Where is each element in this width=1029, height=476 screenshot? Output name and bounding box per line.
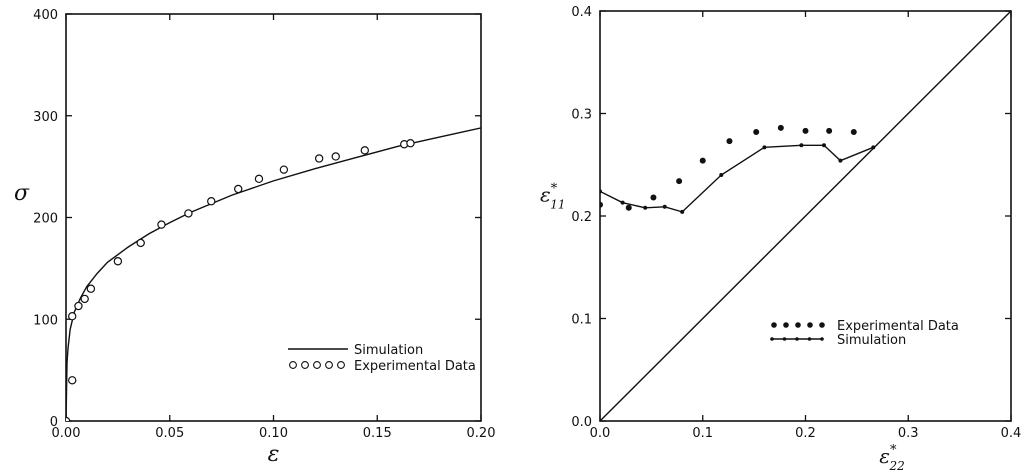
y-tick-label: 0.4 [571, 5, 592, 20]
experimental-data-point [279, 165, 289, 174]
experimental-data-point [68, 311, 77, 321]
y-tick-label: 300 [33, 110, 58, 125]
series-layer [600, 11, 1011, 421]
x-tick-label: 0.05 [155, 426, 184, 441]
experimental-data-point [360, 146, 369, 155]
simulation-point [838, 158, 843, 163]
legend-marker-sample [819, 322, 825, 328]
experimental-data-point [777, 124, 784, 131]
experimental-data-point [699, 157, 706, 164]
x-tick-label: 0.1 [692, 426, 713, 441]
experimental-data-point [802, 127, 809, 134]
simulation-point [680, 209, 685, 214]
legend-marker-sample [807, 337, 812, 341]
x-tick-label: 0.0 [590, 426, 611, 441]
y-tick-label: 0.2 [571, 210, 592, 225]
legend-marker-sample [782, 337, 787, 341]
simulation-line [600, 144, 874, 213]
x-tick-label: 0.4 [1001, 426, 1022, 441]
experimental-data-point [600, 201, 603, 208]
x-tick-label: 0.15 [363, 426, 392, 441]
legend-marker-sample [301, 361, 309, 369]
simulation-point [821, 143, 826, 148]
experimental-data-point [826, 127, 833, 134]
experimental-data-point [74, 301, 83, 311]
experimental-data-point [234, 184, 243, 194]
y-tick-label: 0.3 [571, 108, 592, 123]
experimental-data-point [157, 220, 166, 229]
y-tick-label: 100 [33, 313, 58, 328]
y-axis-label: ε* 11 [540, 182, 566, 212]
y-tick-label: 0.1 [571, 313, 592, 328]
legend-marker-sample [795, 322, 801, 328]
simulation-point [620, 200, 625, 205]
legend-marker-sample [807, 322, 813, 328]
simulation-point [719, 173, 724, 177]
x-axis-label: ε [268, 442, 280, 467]
experimental-data-point [850, 128, 857, 135]
experimental-data-point [406, 139, 415, 148]
legend-marker-sample [313, 361, 321, 369]
legend-label: Simulation [837, 333, 906, 348]
legend-marker-sample [771, 322, 777, 328]
legend-marker-sample [783, 322, 789, 328]
simulation-point [662, 204, 667, 209]
simulation-point [600, 189, 602, 194]
experimental-data-point [66, 416, 71, 421]
experimental-data-point [314, 154, 324, 163]
experimental-data-point [136, 238, 145, 248]
experimental-data-point [676, 178, 683, 185]
x-tick-label: 0.2 [795, 426, 816, 441]
experimental-data-point [68, 376, 77, 385]
legend-marker-sample [337, 361, 345, 369]
legend-marker-sample [795, 337, 799, 341]
experimental-data-point [254, 174, 264, 184]
y-axis-label: σ [14, 181, 30, 206]
x-tick-label: 0.00 [52, 426, 81, 441]
y-tick-label: 0.0 [571, 415, 592, 430]
experimental-data-point [753, 128, 760, 135]
experimental-data-point [184, 209, 193, 218]
series-layer [66, 127, 481, 421]
experimental-data-point [113, 257, 123, 266]
strain-ratio-chart: 0.0 0.1 0.2 0.3 0.4 0.0 0.1 0.2 0.3 0.4 ε* 22 ε* 11 Ex… [540, 5, 1021, 473]
simulation-point [762, 145, 767, 150]
legend-marker-sample [289, 361, 297, 369]
simulation-line [66, 127, 481, 421]
legend-label: Experimental Data [837, 319, 959, 334]
legend-label: Experimental Data [354, 359, 476, 374]
y-tick-label: 400 [33, 8, 58, 23]
legend-label: Simulation [354, 343, 423, 358]
stress-strain-chart: 0.00 0.05 0.10 0.15 0.20 0 100 200 300 400 ε σ Simul… [14, 8, 495, 467]
y-tick-label: 200 [33, 212, 58, 227]
experimental-data-point [207, 197, 216, 206]
experimental-data-point [625, 204, 632, 211]
legend-marker-sample [820, 337, 824, 341]
x-tick-label: 0.3 [898, 426, 919, 441]
experimental-data-point [331, 152, 340, 161]
reference-line-line [600, 11, 1011, 421]
x-axis-label: ε* 22 [879, 443, 905, 473]
experimental-data-point [650, 194, 657, 201]
simulation-point [643, 205, 648, 210]
experimental-data-point [80, 294, 89, 304]
y-tick-label: 0 [50, 415, 58, 430]
simulation-point [799, 143, 804, 148]
x-tick-label: 0.10 [259, 426, 288, 441]
experimental-data-point [726, 138, 733, 145]
experimental-data-point [86, 284, 96, 293]
x-tick-label: 0.20 [467, 426, 496, 441]
legend-marker-sample [325, 361, 333, 369]
legend-marker-sample [770, 337, 774, 341]
